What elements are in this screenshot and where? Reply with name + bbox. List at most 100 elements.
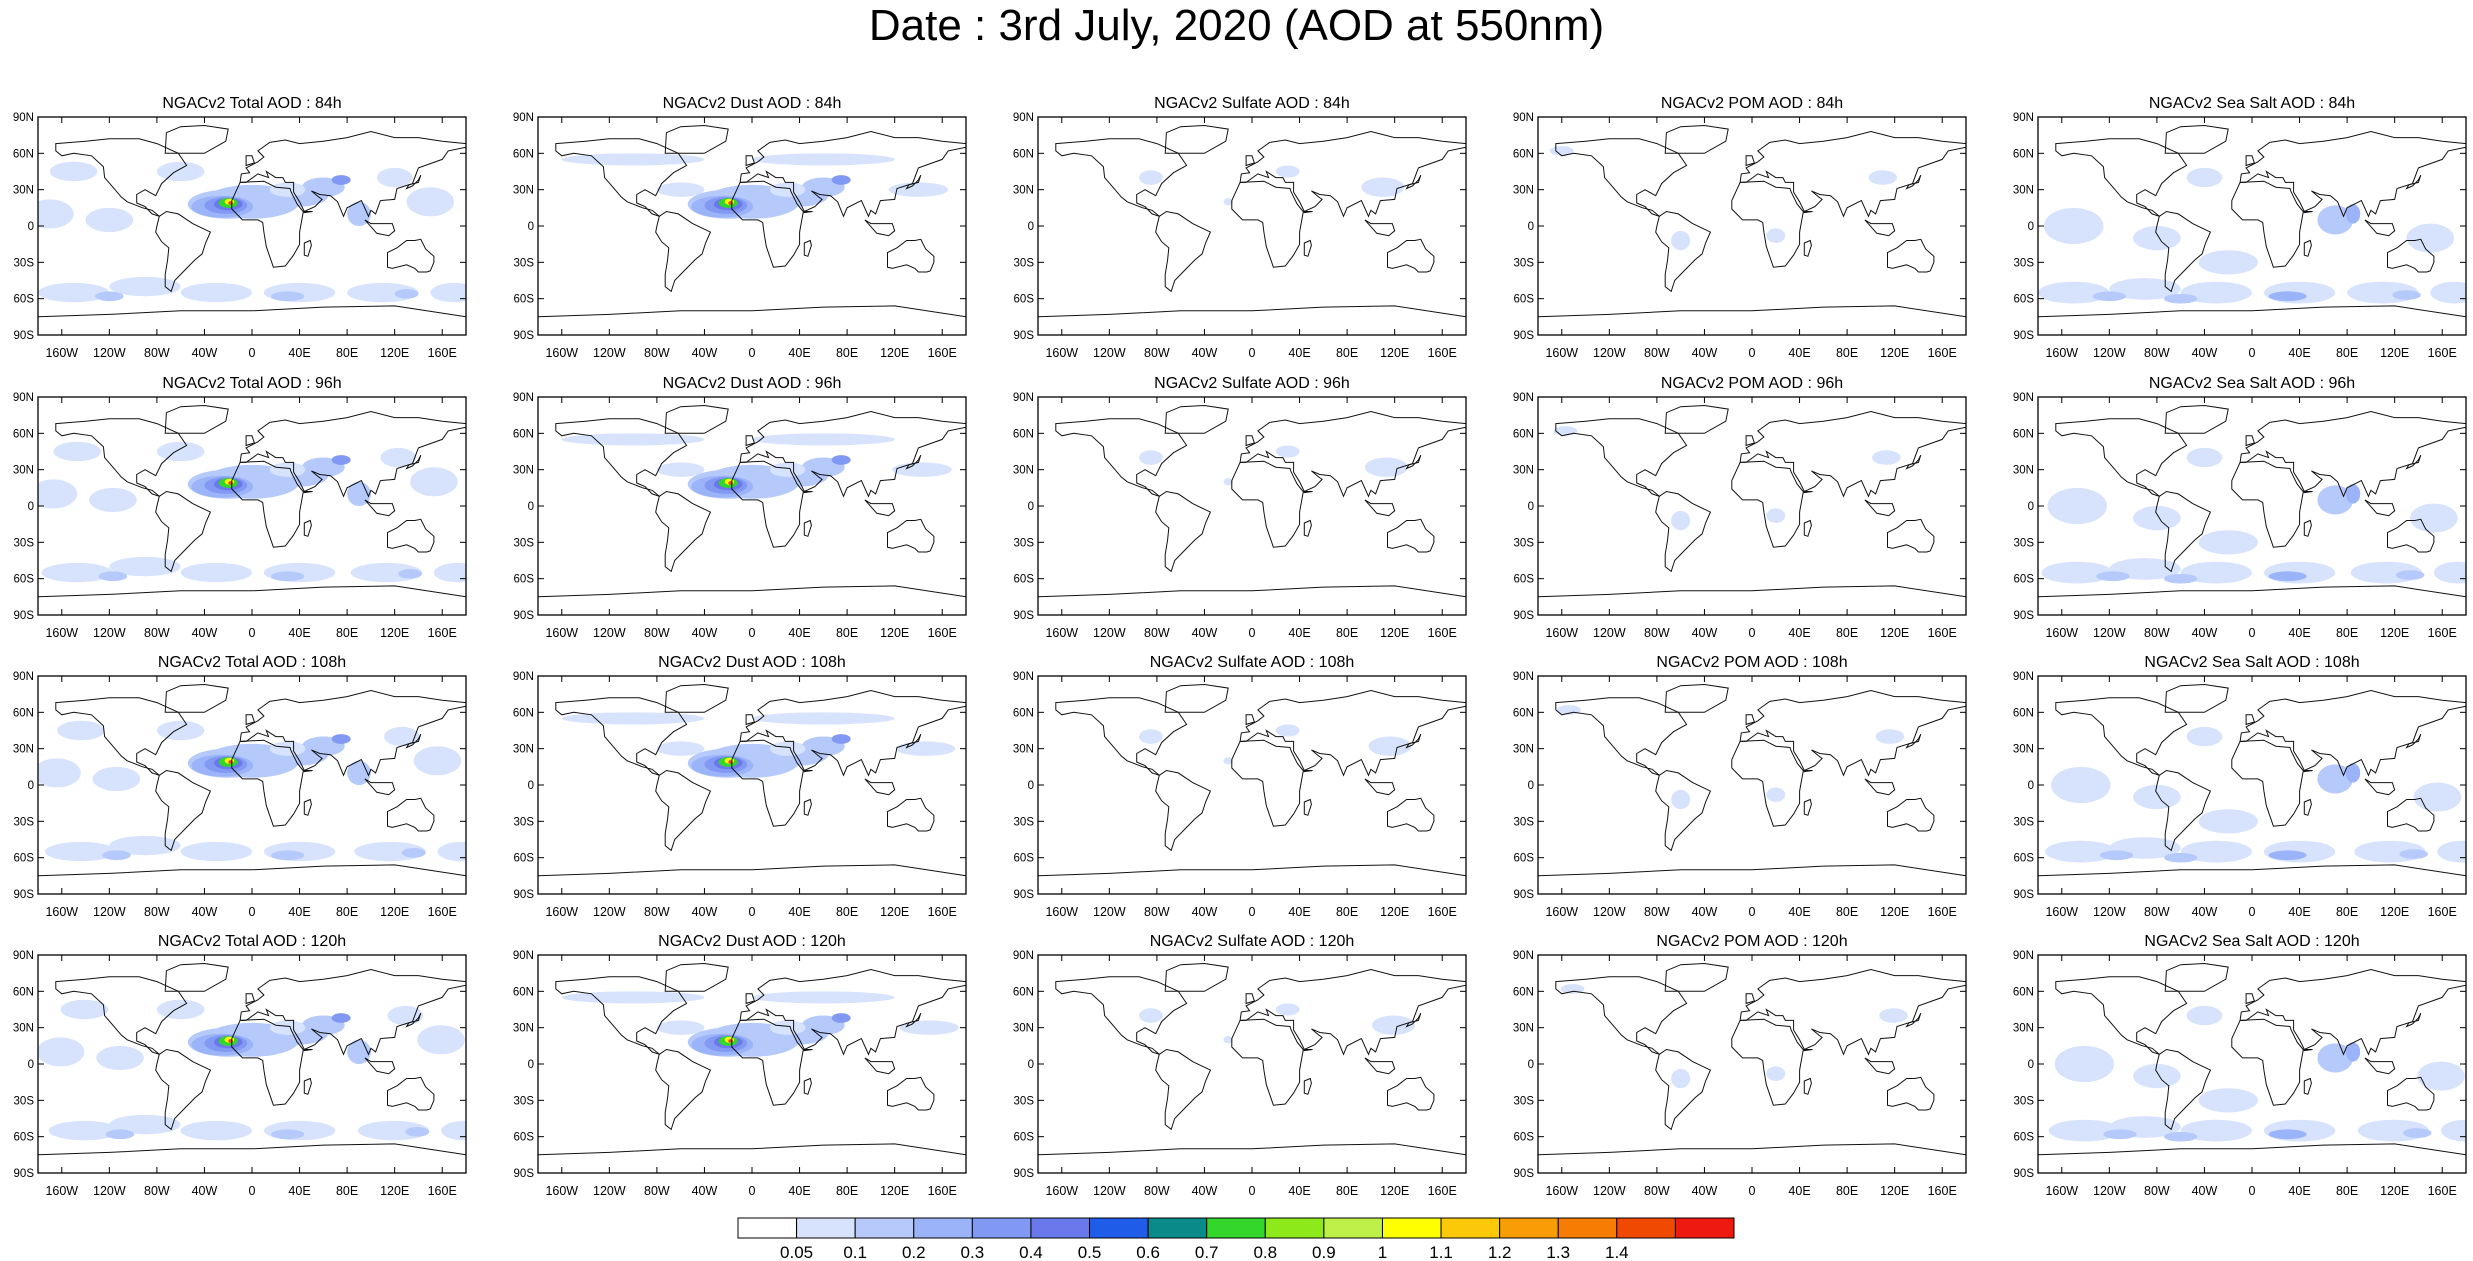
coastlines xyxy=(1038,962,1466,1173)
lon-label: 160W xyxy=(1045,346,1078,360)
coastline xyxy=(1731,739,1813,827)
lat-label: 60S xyxy=(1014,294,1035,306)
aod-contour xyxy=(1361,177,1405,197)
lon-label: 0 xyxy=(1749,905,1756,919)
panel-title: NGACv2 Sea Salt AOD : 120h xyxy=(2144,933,2359,950)
aod-contour xyxy=(2038,281,2110,304)
coastline xyxy=(1245,155,1256,167)
colorbar-swatch xyxy=(1206,1217,1266,1239)
aod-contour xyxy=(2433,561,2466,584)
coastline xyxy=(1555,976,1688,1055)
coastline xyxy=(1387,238,1435,273)
coastline xyxy=(1739,410,1966,498)
aod-contour xyxy=(1868,170,1898,185)
coastline xyxy=(155,210,212,293)
lat-label: 0 xyxy=(528,221,534,233)
panel-title: NGACv2 Sea Salt AOD : 108h xyxy=(2144,654,2359,671)
coastline xyxy=(803,519,812,537)
lat-label: 30N xyxy=(2013,744,2034,756)
coastline xyxy=(1239,968,1466,1056)
aod-field xyxy=(38,161,466,303)
coastline xyxy=(1164,683,1229,713)
coastline xyxy=(739,410,966,498)
aod-contour xyxy=(2317,485,2354,515)
colorbar-swatch xyxy=(1089,1217,1149,1239)
aod-contour xyxy=(2268,571,2307,582)
lon-label: 120W xyxy=(1093,905,1126,919)
coastline xyxy=(745,155,756,167)
coastline xyxy=(239,689,466,777)
lon-label: 80W xyxy=(144,1184,170,1198)
aod-field xyxy=(1560,984,1908,1089)
aod-contour xyxy=(2054,1045,2115,1083)
lat-label: 60N xyxy=(1513,428,1534,440)
aod-contour xyxy=(2045,840,2117,863)
aod-contour xyxy=(2133,505,2181,531)
coastline xyxy=(1555,697,1688,776)
coastline xyxy=(231,1018,313,1106)
lat-label: 90S xyxy=(14,1168,35,1180)
aod-contour xyxy=(2133,785,2181,810)
lon-label: 80E xyxy=(1336,626,1358,640)
coastline xyxy=(1231,1018,1313,1106)
aod-contour xyxy=(1671,230,1691,251)
colorbar-label: 1.1 xyxy=(1429,1243,1453,1261)
aod-contour xyxy=(895,741,956,756)
colorbar-label: 1 xyxy=(1378,1243,1387,1261)
coastlines xyxy=(538,404,966,615)
lon-label: 80W xyxy=(644,626,670,640)
aod-contour xyxy=(2399,849,2428,859)
aod-contour xyxy=(271,571,305,582)
aod-contour xyxy=(2345,204,2361,224)
lat-label: 90S xyxy=(1514,889,1535,901)
aod-contour xyxy=(1223,198,1233,206)
lat-label: 90S xyxy=(514,1168,535,1180)
lat-label: 30S xyxy=(514,1095,535,1107)
coastline xyxy=(387,518,435,553)
coastline xyxy=(864,1057,896,1075)
lat-label: 0 xyxy=(28,1059,34,1071)
coastline xyxy=(905,174,922,190)
coastline xyxy=(2055,138,2188,217)
lon-label: 40E xyxy=(1788,346,1810,360)
aod-contour xyxy=(656,741,705,756)
coastline xyxy=(1303,1077,1312,1095)
lat-label: 0 xyxy=(528,780,534,792)
coastline xyxy=(2239,410,2466,498)
lon-label: 120E xyxy=(1380,905,1409,919)
coastline xyxy=(655,1048,712,1131)
lon-label: 80W xyxy=(644,1184,670,1198)
aod-contour xyxy=(2268,1129,2307,1140)
lon-label: 120W xyxy=(93,1184,126,1198)
aod-contour xyxy=(38,758,81,788)
coastline xyxy=(2303,798,2312,816)
aod-contour xyxy=(752,712,895,725)
lon-label: 80E xyxy=(1836,626,1858,640)
lon-label: 0 xyxy=(249,346,256,360)
lat-label: 90S xyxy=(1014,610,1035,622)
coastline xyxy=(2038,1143,2466,1173)
lon-label: 120W xyxy=(1593,1184,1626,1198)
lat-label: 60S xyxy=(2014,1132,2035,1144)
lon-label: 40W xyxy=(192,626,218,640)
coastline xyxy=(1803,239,1812,257)
aod-contour xyxy=(269,462,306,477)
lon-label: 80W xyxy=(644,905,670,919)
coastline xyxy=(1364,1057,1396,1075)
colorbar-swatch xyxy=(1381,1217,1442,1239)
map-panel-sulfate-120h: NGACv2 Sulfate AOD : 120h 90N 60N 30N 0 30S 60… xyxy=(1013,933,1467,1198)
aod-contour xyxy=(102,850,131,861)
coastline xyxy=(1245,993,1256,1005)
lon-label: 160E xyxy=(1928,346,1957,360)
lat-label: 90N xyxy=(2013,671,2034,683)
lon-label: 40E xyxy=(1788,1184,1810,1198)
coastline xyxy=(1739,689,1966,777)
lon-label: 40W xyxy=(1692,626,1718,640)
coastline xyxy=(405,1012,422,1028)
colorbar-swatch xyxy=(1147,1217,1208,1239)
aod-contour xyxy=(2402,1128,2432,1138)
lat-label: 90S xyxy=(1514,330,1535,342)
lon-label: 40W xyxy=(192,1184,218,1198)
lat-label: 60N xyxy=(1013,148,1034,160)
lon-label: 160W xyxy=(2045,346,2078,360)
